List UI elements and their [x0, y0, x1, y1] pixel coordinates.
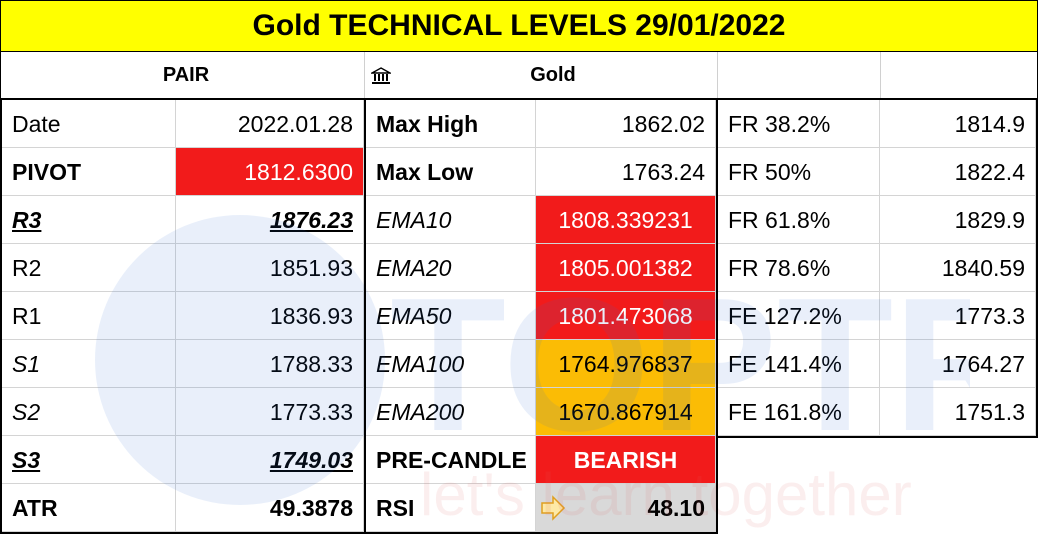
header-divider [364, 52, 365, 98]
fib-label: FR 61.8% [718, 196, 880, 244]
level-value: 49.3878 [176, 484, 364, 532]
indicator-value: BEARISH [536, 436, 716, 484]
header-divider [717, 52, 718, 98]
level-label: R3 [2, 196, 176, 244]
fib-label: FE 161.8% [718, 388, 880, 436]
rsi-value-cell: 48.10 [536, 484, 716, 532]
grid-divider [364, 100, 366, 534]
level-label: S2 [2, 388, 176, 436]
rsi-value: 48.10 [647, 495, 705, 521]
levels-grid: Date 2022.01.28 PIVOT 1812.6300 R3 1876.23 R2 1… [0, 100, 1038, 534]
fib-label: FR 38.2% [718, 100, 880, 148]
grid-bottom-third [716, 436, 1038, 438]
fib-value: 1764.27 [880, 340, 1036, 388]
level-label: R1 [2, 292, 176, 340]
fib-value: 1829.9 [880, 196, 1036, 244]
header-divider [880, 52, 881, 98]
indicator-label: Max Low [366, 148, 536, 196]
fib-value: 1751.3 [880, 388, 1036, 436]
level-label: S3 [2, 436, 176, 484]
level-value: 1836.93 [176, 292, 364, 340]
indicator-label: EMA50 [366, 292, 536, 340]
level-value: 1876.23 [176, 196, 364, 244]
level-value: 2022.01.28 [176, 100, 364, 148]
indicator-label: Max High [366, 100, 536, 148]
fib-value: 1840.59 [880, 244, 1036, 292]
level-value: 1851.93 [176, 244, 364, 292]
indicator-value: 1670.867914 [536, 388, 716, 436]
level-value: 1749.03 [176, 436, 364, 484]
level-label: Date [2, 100, 176, 148]
indicator-label: PRE-CANDLE [366, 436, 536, 484]
indicator-label: EMA200 [366, 388, 536, 436]
instrument-label: Gold [530, 64, 576, 86]
grid-divider [716, 100, 718, 534]
grid-border-right [1036, 100, 1038, 438]
level-label: R2 [2, 244, 176, 292]
indicator-label: EMA20 [366, 244, 536, 292]
level-value: 1788.33 [176, 340, 364, 388]
indicator-value: 1805.001382 [536, 244, 716, 292]
arrow-right-icon [540, 484, 566, 531]
bank-icon [369, 52, 393, 98]
indicator-value: 1862.02 [536, 100, 716, 148]
fib-value: 1822.4 [880, 148, 1036, 196]
grid-border-left [0, 100, 2, 534]
fib-label: FR 50% [718, 148, 880, 196]
indicator-value: 1808.339231 [536, 196, 716, 244]
indicator-label: RSI [366, 484, 536, 532]
indicator-label: EMA10 [366, 196, 536, 244]
fib-value: 1773.3 [880, 292, 1036, 340]
pair-label: PAIR [162, 64, 210, 86]
fib-label: FR 78.6% [718, 244, 880, 292]
level-value: 1773.33 [176, 388, 364, 436]
level-label: PIVOT [2, 148, 176, 196]
fib-value: 1814.9 [880, 100, 1036, 148]
grid-bottom [0, 532, 718, 534]
fib-label: FE 141.4% [718, 340, 880, 388]
fib-label: FE 127.2% [718, 292, 880, 340]
indicator-value: 1763.24 [536, 148, 716, 196]
level-value: 1812.6300 [176, 148, 364, 196]
indicator-value: 1764.976837 [536, 340, 716, 388]
sheet-title: Gold TECHNICAL LEVELS 29/01/2022 [0, 0, 1038, 52]
header-row: PAIR Gold [0, 52, 1038, 100]
indicator-label: EMA100 [366, 340, 536, 388]
level-label: S1 [2, 340, 176, 388]
indicator-value: 1801.473068 [536, 292, 716, 340]
level-label: ATR [2, 484, 176, 532]
